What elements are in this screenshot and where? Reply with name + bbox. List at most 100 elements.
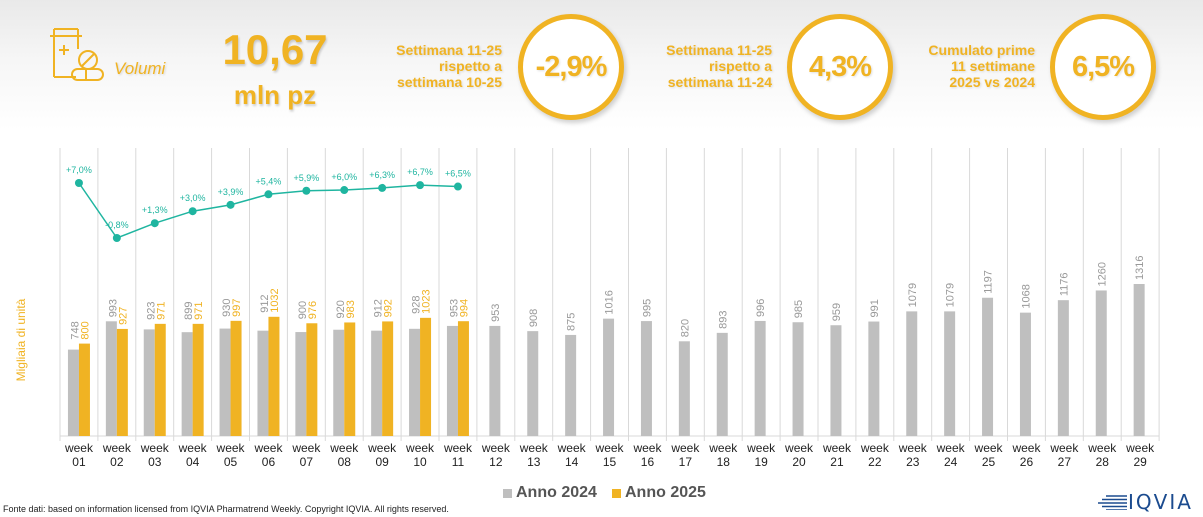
growth-point <box>150 219 159 228</box>
x-tick-label: week <box>670 441 700 455</box>
bar-2024 <box>754 320 766 436</box>
bar-2024 <box>716 332 728 436</box>
x-tick-label: 26 <box>1020 455 1034 469</box>
x-tick-label: 05 <box>224 455 238 469</box>
data-label-2025: 992 <box>383 299 395 317</box>
x-tick-label: 23 <box>906 455 920 469</box>
stat-3-value-badge: 6,5% <box>1050 14 1156 120</box>
x-tick-label: week <box>329 441 359 455</box>
legend-label-2024: Anno 2024 <box>516 484 597 501</box>
bar-2024 <box>409 328 421 436</box>
data-label-2024: 912 <box>259 294 271 312</box>
growth-point <box>226 200 235 209</box>
x-tick-label: week <box>519 441 549 455</box>
stat-2-description: Settimana 11-25 rispetto a settimana 11-… <box>666 42 772 90</box>
bar-2024 <box>603 318 615 436</box>
data-label-2024: 912 <box>373 299 385 317</box>
growth-label: -0,8% <box>105 220 129 230</box>
total-unit: mln pz <box>233 80 317 110</box>
data-label-2024: 1016 <box>604 290 616 314</box>
bar-2024 <box>565 334 577 436</box>
bar-2024 <box>527 331 539 436</box>
data-label-2024: 959 <box>831 303 843 321</box>
weekly-volume-chart: 748800week01993927week02923971week038999… <box>59 148 1160 469</box>
growth-label: +6,7% <box>407 167 433 177</box>
growth-point <box>112 234 121 242</box>
total-value: 10,67 <box>222 26 328 73</box>
data-label-2024: 1079 <box>907 283 919 307</box>
bar-2025 <box>457 321 469 436</box>
x-tick-label: week <box>974 441 1004 455</box>
metric-label: Volumi <box>114 59 166 78</box>
x-tick-label: 02 <box>110 455 124 469</box>
bar-2024 <box>295 332 307 436</box>
growth-label: +5,9% <box>293 173 319 183</box>
data-label-2024: 820 <box>679 319 691 337</box>
x-tick-label: week <box>102 441 132 455</box>
growth-point <box>302 186 311 195</box>
growth-point <box>264 190 273 199</box>
data-label-2024: 1316 <box>1134 256 1146 280</box>
data-label-2024: 995 <box>641 299 653 317</box>
bar-2024 <box>1133 284 1145 436</box>
growth-label: +7,0% <box>66 165 92 175</box>
bar-2024 <box>1095 290 1107 436</box>
bar-2025 <box>192 323 204 436</box>
data-label-2025: 997 <box>231 298 243 316</box>
bar-2024 <box>105 321 117 436</box>
data-label-2025: 1023 <box>421 289 433 313</box>
bar-2024 <box>143 329 155 436</box>
bar-2024 <box>181 332 193 436</box>
x-tick-label: week <box>178 441 208 455</box>
x-tick-label: week <box>632 441 662 455</box>
stat-1-description: Settimana 11-25 rispetto a settimana 10-… <box>396 42 502 90</box>
x-tick-label: week <box>1049 441 1079 455</box>
x-tick-label: 10 <box>413 455 427 469</box>
pill-bottle-icon <box>48 27 108 82</box>
data-label-2024: 953 <box>448 299 460 317</box>
x-tick-label: 27 <box>1058 455 1072 469</box>
x-tick-label: 03 <box>148 455 162 469</box>
data-label-2024: 908 <box>528 309 540 327</box>
x-tick-label: 29 <box>1133 455 1147 469</box>
x-tick-label: 09 <box>375 455 389 469</box>
x-tick-label: 07 <box>300 455 314 469</box>
growth-label: +6,0% <box>331 172 357 182</box>
x-tick-label: week <box>253 441 283 455</box>
bar-2024 <box>944 311 956 436</box>
x-tick-label: week <box>557 441 587 455</box>
bar-2024 <box>678 341 690 436</box>
bar-2024 <box>868 321 880 436</box>
bar-2025 <box>230 320 242 436</box>
x-tick-label: week <box>367 441 397 455</box>
growth-label: +6,3% <box>369 170 395 180</box>
x-tick-label: week <box>936 441 966 455</box>
data-label-2024: 996 <box>755 299 767 317</box>
data-label-2025: 971 <box>193 301 205 319</box>
data-label-2025: 800 <box>79 321 91 339</box>
growth-label: +5,4% <box>256 176 282 186</box>
growth-point <box>74 179 83 187</box>
data-label-2024: 985 <box>793 300 805 318</box>
data-label-2024: 993 <box>107 299 119 317</box>
data-label-2024: 991 <box>869 299 881 317</box>
x-tick-label: week <box>291 441 321 455</box>
bar-2025 <box>78 343 90 436</box>
x-tick-label: 21 <box>830 455 844 469</box>
growth-point <box>453 182 462 191</box>
x-tick-label: week <box>405 441 435 455</box>
x-tick-label: 24 <box>944 455 958 469</box>
x-tick-label: week <box>443 441 473 455</box>
x-tick-label: 06 <box>262 455 276 469</box>
x-tick-label: week <box>64 441 94 455</box>
x-tick-label: 22 <box>868 455 882 469</box>
data-label-2024: 1197 <box>983 270 995 294</box>
data-label-2024: 1176 <box>1058 273 1070 297</box>
data-label-2024: 1079 <box>945 283 957 307</box>
x-tick-label: week <box>860 441 890 455</box>
x-tick-label: week <box>481 441 511 455</box>
bar-2025 <box>116 328 128 436</box>
stat-3-description: Cumulato prime 11 settimane 2025 vs 2024 <box>928 42 1035 90</box>
x-tick-label: 18 <box>717 455 731 469</box>
x-tick-label: week <box>595 441 625 455</box>
